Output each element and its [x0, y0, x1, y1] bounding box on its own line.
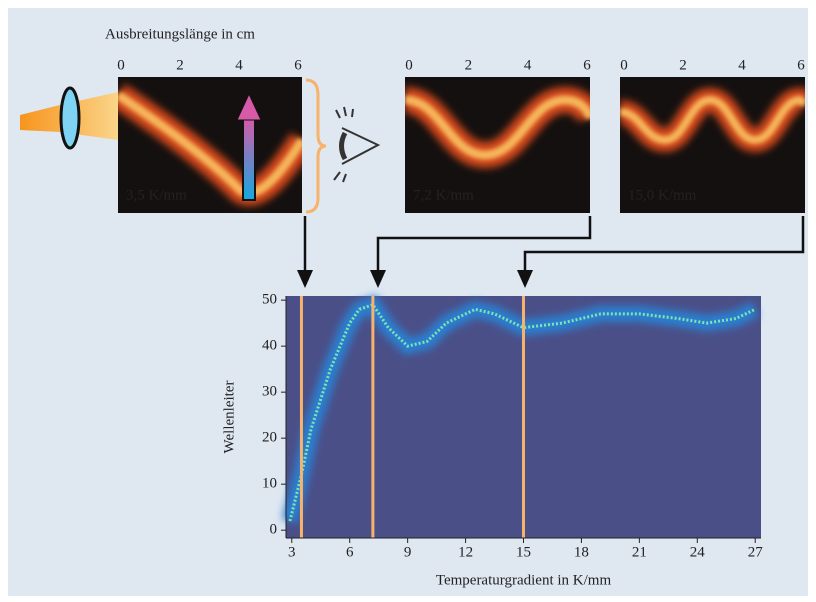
panel-image: [118, 84, 302, 206]
x-tick-label: 21: [632, 544, 647, 560]
x-tick-label: 3: [288, 544, 296, 560]
x-tick-label: 12: [458, 544, 473, 560]
x-tick-label: 9: [404, 544, 412, 560]
panel-image: [620, 87, 805, 153]
eye-icon: [333, 106, 381, 183]
panel-image: [405, 86, 590, 169]
panel-tick-label: 6: [583, 57, 591, 73]
panel-tick-label: 2: [465, 57, 473, 73]
connector-arrow: [303, 216, 805, 276]
arrow-head: [297, 270, 533, 288]
x-tick-label: 27: [748, 544, 764, 560]
panel-tick-label: 0: [405, 57, 413, 73]
y-tick-label: 20: [262, 430, 277, 446]
panel-tick-label: 6: [294, 57, 302, 73]
panel-tick-label: 4: [738, 57, 746, 73]
panel-x-label: Ausbreitungslänge in cm: [105, 26, 255, 42]
y-tick-label: 30: [262, 384, 277, 400]
y-tick-label: 50: [262, 292, 277, 308]
x-tick-label: 24: [690, 544, 706, 560]
panel-tick-label: 4: [235, 57, 243, 73]
ridge: [288, 302, 756, 522]
panel-tick-label: 4: [524, 57, 532, 73]
x-tick-label: 6: [346, 544, 354, 560]
panel-label: 3,5 K/mm: [126, 187, 187, 203]
panel-tick-label: 6: [797, 57, 805, 73]
y-axis-label: Wellenleiter: [221, 381, 237, 454]
x-axis-label: Temperaturgradient in K/mm: [436, 572, 612, 588]
lens: [59, 86, 81, 150]
panel-tick-label: 0: [620, 57, 628, 73]
brace: [305, 78, 327, 214]
panel-label: 15,0 K/mm: [628, 187, 697, 203]
y-tick-label: 0: [270, 522, 278, 538]
x-tick-label: 18: [574, 544, 589, 560]
x-tick-label: 15: [516, 544, 531, 560]
y-tick-label: 40: [262, 338, 277, 354]
y-tick-label: 10: [262, 476, 277, 492]
panel-tick-label: 2: [176, 57, 184, 73]
panel-tick-label: 0: [117, 57, 125, 73]
panel-label: 7,2 K/mm: [413, 187, 474, 203]
panel-tick-label: 2: [679, 57, 687, 73]
